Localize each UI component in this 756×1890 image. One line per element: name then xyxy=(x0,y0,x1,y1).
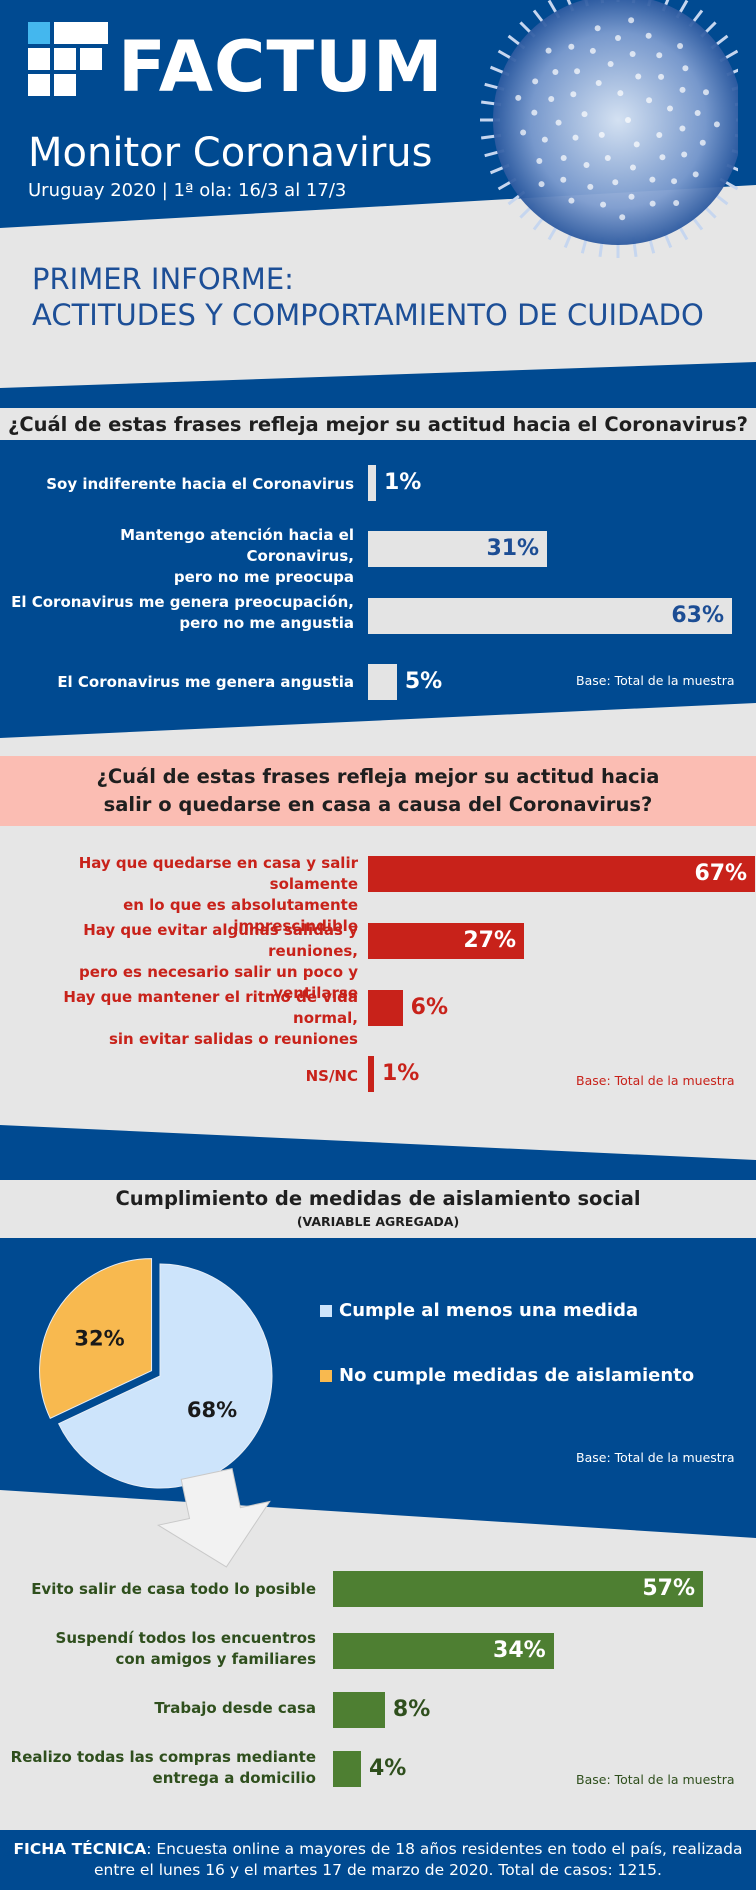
s4-bar-0 xyxy=(333,1571,703,1607)
coronavirus-illustration xyxy=(480,0,738,258)
section3-base-note: Base: Total de la muestra xyxy=(576,1450,735,1465)
page-subtitle: Uruguay 2020 | 1ª ola: 16/3 al 17/3 xyxy=(28,180,347,201)
s2-label-0: Hay que quedarse en casa y salir solamen… xyxy=(78,854,358,935)
s2-value-label-2: 6% xyxy=(410,995,449,1020)
legend-swatch-light xyxy=(320,1305,332,1317)
legend-label-complies: Cumple al menos una medida xyxy=(339,1300,639,1321)
s1-value-label-0: 1% xyxy=(384,470,422,495)
s2-value-label-1: 27% xyxy=(463,928,516,953)
pie-slice-1 xyxy=(39,1258,153,1419)
s4-value-label-0: 57% xyxy=(642,1576,695,1601)
section1-question: ¿Cuál de estas frases refleja mejor su a… xyxy=(8,413,748,436)
section4-base-note: Base: Total de la muestra xyxy=(576,1772,735,1787)
brand-logo xyxy=(28,22,108,102)
section1-blue-band xyxy=(0,362,756,408)
page-title: Monitor Coronavirus xyxy=(28,130,433,176)
s1-bar-1 xyxy=(368,531,548,567)
down-arrow-icon xyxy=(156,1468,271,1568)
footer-line1: FICHA TÉCNICA: Encuesta online a mayores… xyxy=(0,1839,756,1860)
s1-label-0: Soy indiferente hacia el Coronavirus xyxy=(46,475,354,493)
s1-value-label-1: 31% xyxy=(486,536,540,561)
section2-question-line1: ¿Cuál de estas frases refleja mejor su a… xyxy=(96,765,660,788)
s4-label-0: Evito salir de casa todo lo posible xyxy=(31,1580,316,1598)
s2-label-2: Hay que mantener el ritmo de vida normal… xyxy=(63,988,358,1048)
pie-value-label-0: 68% xyxy=(187,1398,237,1422)
footer-blue-band xyxy=(0,1830,756,1890)
s4-label-1: Suspendí todos los encuentros con amigos … xyxy=(55,1629,316,1668)
s4-bar-1 xyxy=(333,1633,554,1669)
s2-label-1: Hay que evitar algunas salidas y reunion… xyxy=(79,921,358,1002)
pie-slice-0 xyxy=(57,1263,273,1489)
s4-value-label-2: 8% xyxy=(392,1697,431,1722)
s4-label-2: Trabajo desde casa xyxy=(154,1699,316,1717)
s1-label-1: Mantengo atención hacia el Coronavirus, p… xyxy=(120,526,354,586)
s2-bar-1 xyxy=(368,923,524,959)
s1-bar-2 xyxy=(368,598,732,634)
s4-value-label-1: 34% xyxy=(493,1638,546,1663)
s1-label-3: El Coronavirus me genera angustia xyxy=(57,673,354,691)
brand-name: FACTUM xyxy=(118,26,444,108)
s1-bar-0 xyxy=(368,465,376,501)
section3-title: Cumplimiento de medidas de aislamiento s… xyxy=(115,1187,641,1210)
s2-label-3: NS/NC xyxy=(305,1067,358,1085)
s1-value-label-2: 63% xyxy=(671,603,724,628)
section2-blue-strip xyxy=(0,1125,756,1180)
section3-subtitle: (VARIABLE AGREGADA) xyxy=(296,1214,460,1229)
legend-label-not-complies: No cumple medidas de aislamiento xyxy=(339,1365,695,1386)
factum-logo-mark xyxy=(28,22,108,96)
s2-bar-3 xyxy=(368,1056,374,1092)
s4-bar-3 xyxy=(333,1751,361,1787)
s4-value-label-3: 4% xyxy=(369,1756,407,1781)
s2-bar-2 xyxy=(368,990,403,1026)
s2-value-label-0: 67% xyxy=(694,861,748,886)
section1-blue-panel xyxy=(0,440,756,738)
pie-chart: 68% 32% xyxy=(39,1258,273,1489)
s1-label-2: El Coronavirus me genera preocupación, pe… xyxy=(11,593,354,632)
report-heading-line2: ACTITUDES Y COMPORTAMIENTO DE CUIDADO xyxy=(32,298,704,332)
section2-pink-band xyxy=(0,756,756,826)
s1-bar-3 xyxy=(368,664,397,700)
footer-tech-sheet: FICHA TÉCNICA: Encuesta online a mayores… xyxy=(0,1839,756,1881)
s1-value-label-3: 5% xyxy=(404,669,443,694)
footer-text1: : Encuesta online a mayores de 18 años r… xyxy=(146,1840,743,1858)
s4-bar-2 xyxy=(333,1692,385,1728)
legend-swatch-orange xyxy=(320,1370,332,1382)
section2-base-note: Base: Total de la muestra xyxy=(576,1073,735,1088)
footer-label: FICHA TÉCNICA xyxy=(13,1840,147,1858)
s2-bar-0 xyxy=(368,856,756,892)
section2-question-line2: salir o quedarse en casa a causa del Cor… xyxy=(103,793,653,816)
report-heading-line1: PRIMER INFORME: xyxy=(32,262,294,296)
pie-value-label-1: 32% xyxy=(74,1327,124,1351)
footer-line2: entre el lunes 16 y el martes 17 de marz… xyxy=(94,1861,662,1879)
section1-base-note: Base: Total de la muestra xyxy=(576,673,735,688)
s4-label-3: Realizo todas las compras mediante entreg… xyxy=(10,1748,316,1787)
s2-value-label-3: 1% xyxy=(382,1061,420,1086)
